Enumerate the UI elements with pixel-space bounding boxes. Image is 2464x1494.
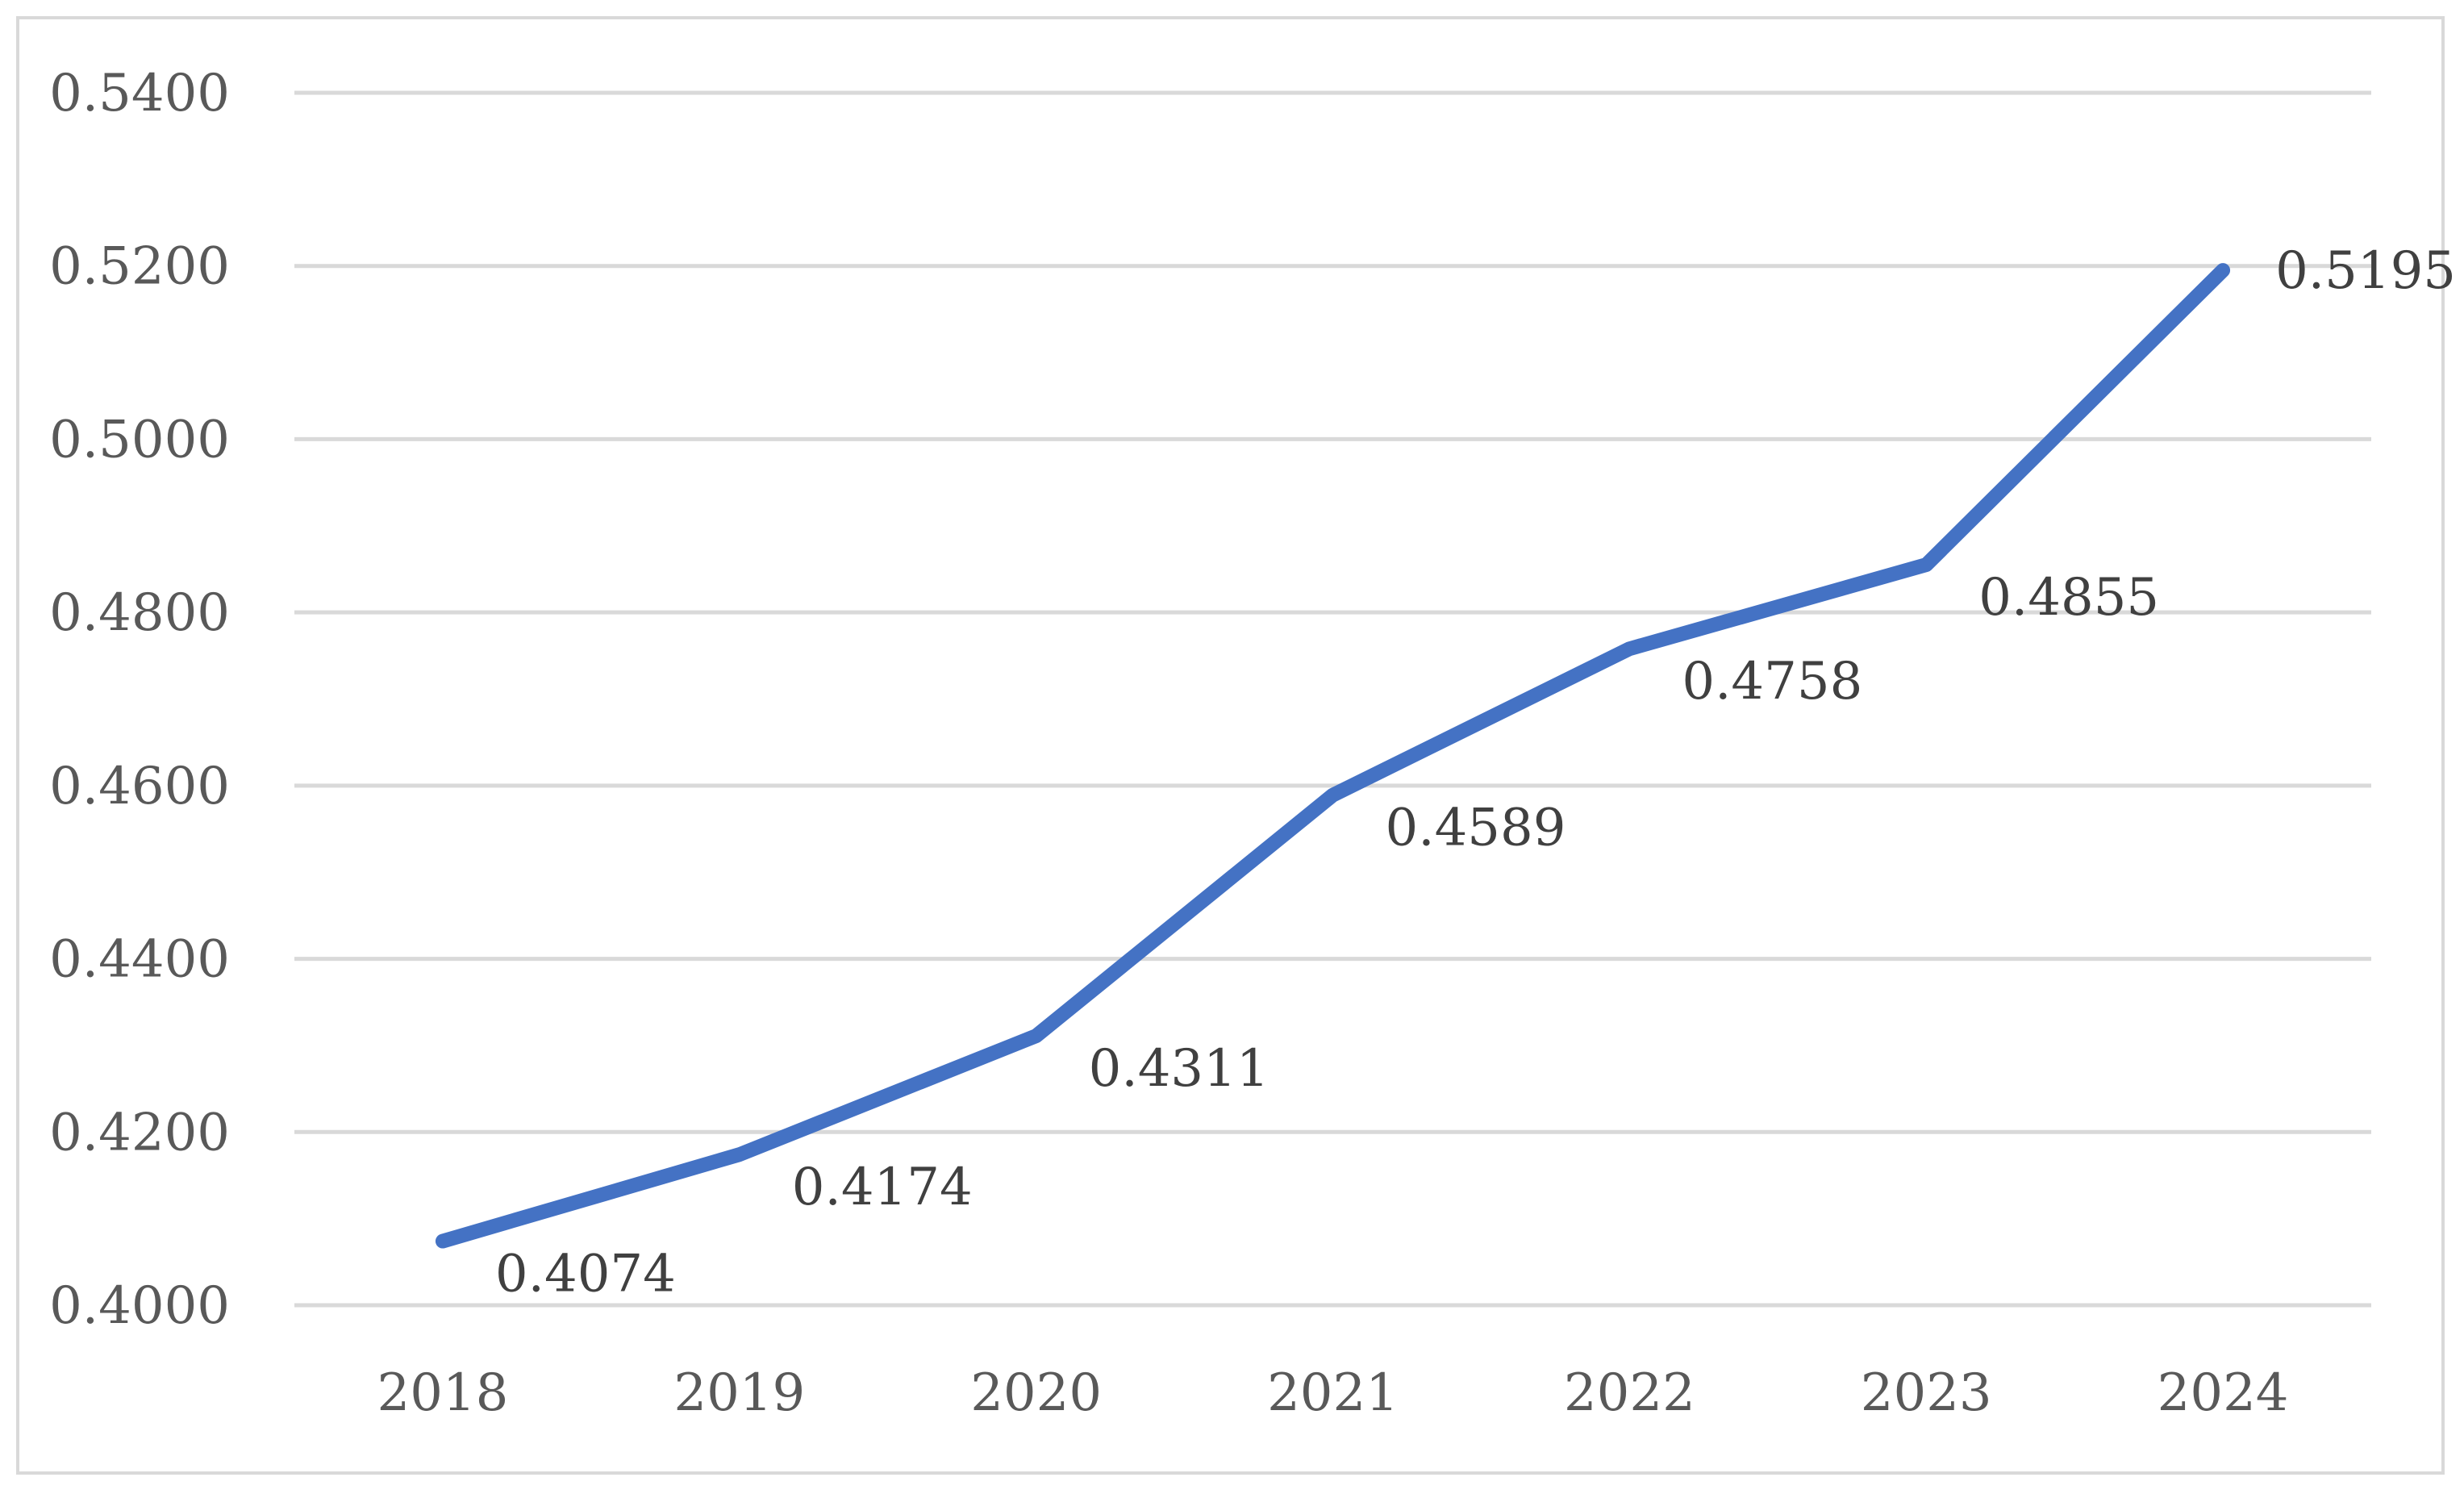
data-label: 0.4074 [495,1245,676,1304]
x-tick-label: 2020 [970,1363,1102,1423]
y-tick-label: 0.4400 [49,930,230,990]
chart-frame [16,16,2445,1475]
x-tick-label: 2024 [2158,1363,2289,1423]
y-tick-label: 0.4000 [49,1276,230,1336]
y-tick-label: 0.5400 [49,64,230,123]
data-labels: 0.4074 0.4174 0.4311 0.4589 0.4758 0.4855 0.51… [495,241,2456,1304]
y-tick-label: 0.4600 [49,757,230,816]
data-label: 0.4758 [1682,652,1862,712]
data-label: 0.4311 [1089,1039,1270,1099]
x-tick-label: 2018 [377,1363,508,1423]
y-axis-ticks: 0.4000 0.4200 0.4400 0.4600 0.4800 0.5000 0.52… [49,64,230,1336]
x-tick-label: 2019 [673,1363,805,1423]
data-label: 0.5195 [2275,241,2456,301]
y-tick-label: 0.4800 [49,583,230,643]
data-label: 0.4589 [1386,799,1566,858]
y-tick-label: 0.4200 [49,1103,230,1162]
series-line-group [435,263,2231,1249]
x-tick-label: 2021 [1267,1363,1399,1423]
y-tick-label: 0.5200 [49,237,230,297]
data-label: 0.4855 [1978,568,2159,628]
x-axis-ticks: 2018 2019 2020 2021 2022 2023 2024 [377,1363,2288,1423]
y-tick-label: 0.5000 [49,410,230,469]
data-label: 0.4174 [792,1158,973,1217]
gridlines [294,90,2371,1308]
x-tick-label: 2023 [1861,1363,1992,1423]
series-line [435,263,2231,1249]
x-tick-label: 2022 [1564,1363,1695,1423]
